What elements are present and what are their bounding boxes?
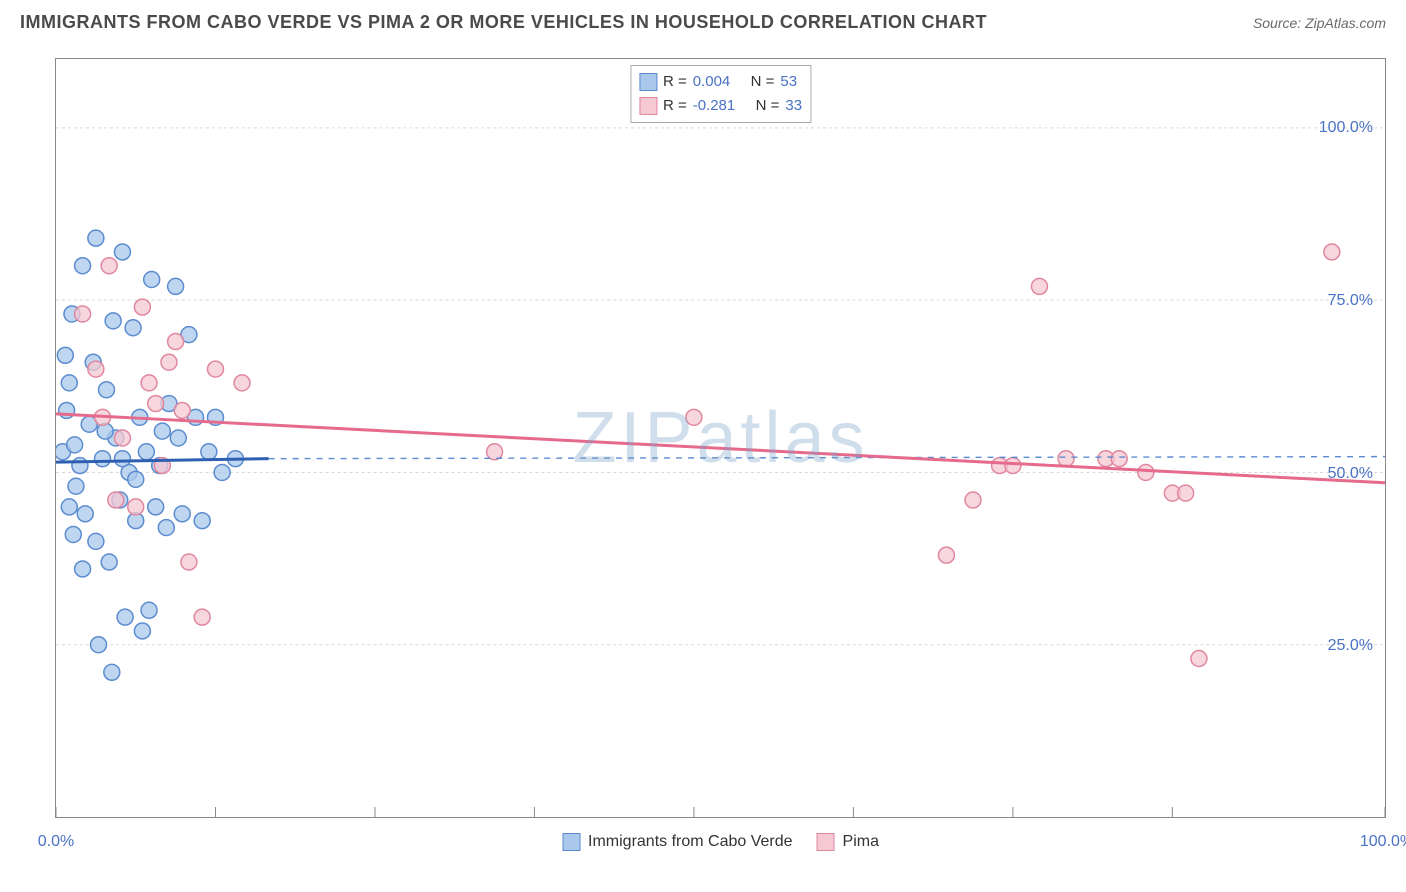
n-label: N = [751, 70, 775, 94]
n-label: N = [756, 94, 780, 118]
plot-svg [56, 59, 1385, 817]
x-tick-label: 100.0% [1360, 833, 1406, 851]
chart-area: ZIPatlas R = 0.004 N = 53 R = -0.281 N =… [55, 58, 1386, 818]
source-attribution: Source: ZipAtlas.com [1253, 15, 1386, 31]
legend-stats: R = 0.004 N = 53 R = -0.281 N = 33 [630, 65, 811, 123]
x-tick-label: 0.0% [38, 833, 74, 851]
y-tick-label: 50.0% [1328, 465, 1373, 483]
n-value: 33 [785, 94, 802, 118]
r-value: -0.281 [693, 94, 736, 118]
r-label: R = [663, 94, 687, 118]
legend-row: R = -0.281 N = 33 [639, 94, 802, 118]
legend-swatch-blue [562, 833, 580, 851]
y-tick-label: 75.0% [1328, 292, 1373, 310]
y-tick-label: 25.0% [1328, 637, 1373, 655]
r-label: R = [663, 70, 687, 94]
legend-series: Immigrants from Cabo Verde Pima [562, 833, 879, 851]
y-tick-label: 100.0% [1319, 119, 1373, 137]
legend-swatch-pink [817, 833, 835, 851]
r-value: 0.004 [693, 70, 731, 94]
legend-item: Immigrants from Cabo Verde [562, 833, 793, 851]
legend-item: Pima [817, 833, 879, 851]
legend-label: Pima [843, 833, 879, 851]
legend-swatch-blue [639, 73, 657, 91]
n-value: 53 [780, 70, 797, 94]
chart-title: IMMIGRANTS FROM CABO VERDE VS PIMA 2 OR … [20, 12, 987, 33]
legend-label: Immigrants from Cabo Verde [588, 833, 793, 851]
legend-row: R = 0.004 N = 53 [639, 70, 802, 94]
legend-swatch-pink [639, 97, 657, 115]
